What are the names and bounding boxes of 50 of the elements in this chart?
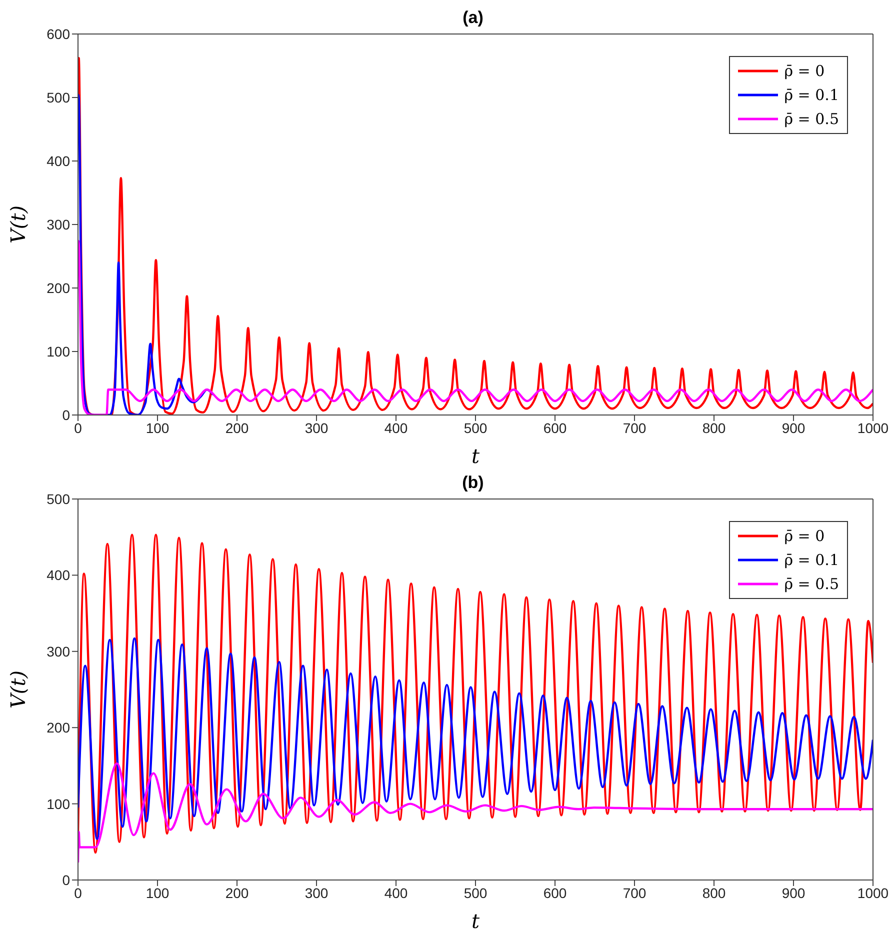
- x-tick-label: 700: [622, 420, 646, 436]
- y-tick-label: 500: [46, 89, 70, 106]
- y-tick-label: 400: [46, 567, 70, 584]
- y-tick-label: 300: [46, 643, 70, 660]
- x-tick-label: 100: [146, 884, 170, 901]
- y-tick-label: 400: [46, 152, 70, 169]
- x-tick-label: 1000: [857, 884, 889, 901]
- x-tick-label: 100: [146, 420, 170, 436]
- x-tick-label: 700: [622, 884, 646, 901]
- x-tick-label: 900: [782, 884, 806, 901]
- x-tick-label: 300: [304, 884, 328, 901]
- legend-label: ρ̄ = 0.5: [784, 575, 839, 593]
- y-tick-label: 300: [46, 216, 70, 232]
- x-tick-label: 200: [225, 884, 249, 901]
- x-tick-label: 600: [543, 420, 567, 436]
- x-axis-title: t: [471, 909, 480, 933]
- x-tick-label: 600: [543, 884, 567, 901]
- line-series: [78, 93, 214, 415]
- x-tick-label: 300: [304, 420, 328, 436]
- x-tick-label: 900: [782, 420, 806, 436]
- y-tick-label: 200: [46, 280, 70, 296]
- legend-label: ρ̄ = 0.1: [784, 86, 839, 104]
- x-tick-label: 400: [384, 420, 408, 436]
- y-tick-label: 0: [62, 406, 70, 423]
- y-axis-title: V(t): [6, 205, 30, 244]
- y-tick-label: 600: [46, 26, 70, 42]
- x-tick-label: 500: [464, 420, 488, 436]
- x-tick-label: 0: [74, 420, 82, 436]
- x-tick-label: 0: [74, 884, 82, 901]
- y-axis-title: V(t): [6, 670, 30, 709]
- legend-label: ρ̄ = 0.1: [784, 551, 839, 569]
- y-tick-label: 100: [46, 796, 70, 812]
- x-tick-label: 800: [702, 884, 726, 901]
- line-series: [78, 762, 873, 864]
- legend-label: ρ̄ = 0.5: [784, 110, 839, 128]
- x-tick-label: 1000: [857, 420, 889, 436]
- x-tick-label: 500: [464, 884, 488, 901]
- x-tick-label: 800: [702, 420, 726, 436]
- chart-title: (b): [462, 473, 484, 492]
- legend-label: ρ̄ = 0: [784, 527, 825, 545]
- x-tick-label: 200: [225, 420, 249, 436]
- x-axis-title: t: [471, 444, 480, 468]
- y-tick-label: 200: [46, 720, 70, 736]
- y-tick-label: 100: [46, 343, 70, 360]
- y-tick-label: 0: [62, 872, 70, 888]
- line-series: [78, 637, 873, 840]
- legend-label: ρ̄ = 0: [784, 62, 825, 80]
- y-tick-label: 500: [46, 490, 70, 507]
- chart-title: (a): [462, 8, 484, 27]
- x-tick-label: 400: [384, 884, 408, 901]
